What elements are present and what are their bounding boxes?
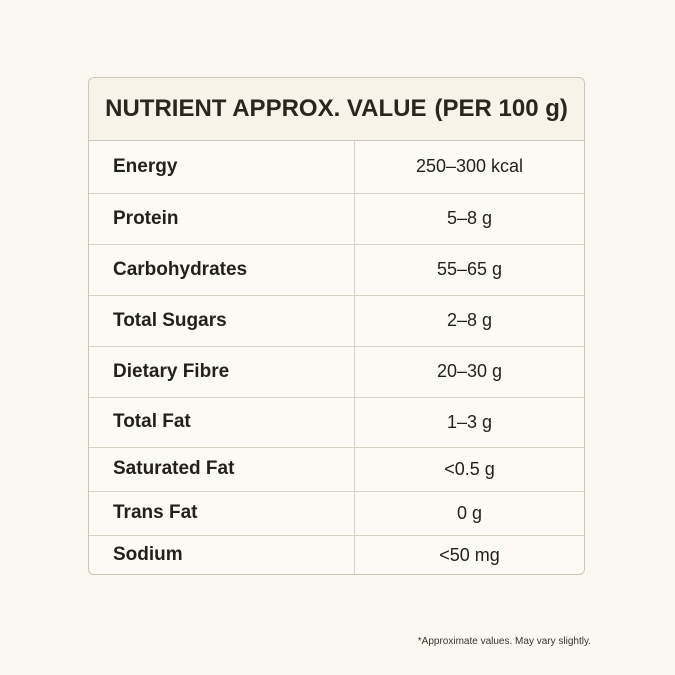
nutrient-value: 20–30 g [354, 346, 584, 398]
nutrient-name: Dietary Fibre [89, 346, 355, 398]
table-row: Carbohydrates 55–65 g [89, 244, 584, 296]
table-row: Trans Fat 0 g [89, 491, 584, 536]
nutrient-value: <50 mg [439, 544, 500, 565]
table-row: Sodium <50 mg [89, 535, 584, 574]
table-row: Energy 250–300 kcal [89, 141, 584, 194]
header-subtitle: (PER 100 g) [434, 95, 568, 122]
nutrient-value: <0.5 g [354, 447, 584, 492]
nutrient-value: 2–8 g [354, 295, 584, 347]
nutrient-value: 1–3 g [354, 397, 584, 448]
table-row: Total Fat 1–3 g [89, 397, 584, 448]
table-row: Total Sugars 2–8 g [89, 295, 584, 347]
table-row: Saturated Fat <0.5 g [89, 447, 584, 492]
header-title: NUTRIENT APPROX. VALUE [105, 95, 427, 122]
table-header: NUTRIENT APPROX. VALUE (PER 100 g) [89, 78, 584, 141]
nutrient-name: Saturated Fat [89, 447, 355, 492]
nutrient-value: 55–65 g [354, 244, 584, 296]
nutrient-name: Sodium [89, 535, 355, 574]
table-row: Dietary Fibre 20–30 g [89, 346, 584, 398]
nutrient-value: 5–8 g [354, 193, 584, 245]
footnote: *Approximate values. May vary slightly. [417, 636, 591, 647]
table: Energy 250–300 kcal Protein 5–8 g Carbohydra… [89, 141, 584, 574]
nutrient-name: Protein [89, 193, 355, 245]
nutrient-name: Energy [89, 141, 355, 194]
nutrient-value: 250–300 kcal [354, 141, 584, 194]
nutrient-value: 0 g [354, 491, 584, 536]
nutrient-name: Total Fat [89, 397, 355, 448]
nutrient-name: Total Sugars [89, 295, 355, 347]
nutrition-table: NUTRIENT APPROX. VALUE (PER 100 g) Energ… [88, 77, 585, 575]
nutrient-name: Carbohydrates [89, 244, 355, 296]
nutrient-name: Trans Fat [89, 491, 355, 536]
table-row: Protein 5–8 g [89, 193, 584, 245]
